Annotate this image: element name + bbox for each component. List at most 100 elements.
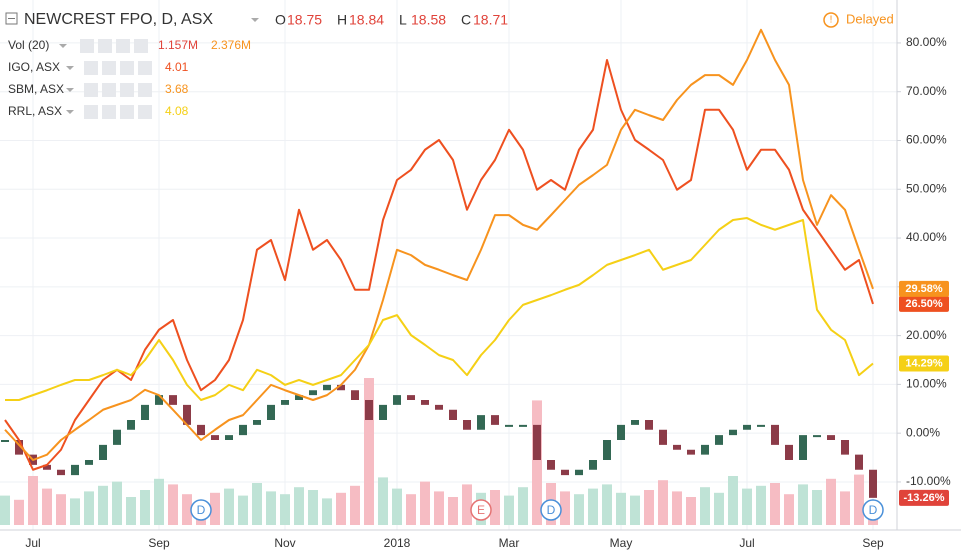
event-marker[interactable] — [470, 499, 492, 521]
candle-body — [785, 444, 793, 460]
candle-body — [85, 460, 93, 465]
series-legend-name: IGO, ASX — [8, 60, 60, 74]
legend-icon[interactable] — [120, 105, 134, 119]
delayed-status[interactable]: Delayed — [846, 11, 894, 26]
y-tick-label: 40.00% — [906, 230, 947, 244]
volume-bar — [504, 495, 514, 525]
y-tick-label: 50.00% — [906, 181, 947, 195]
candle-body — [813, 435, 821, 438]
legend-icon[interactable] — [138, 61, 152, 75]
candle-body — [99, 444, 107, 460]
y-tick-label: 20.00% — [906, 328, 947, 342]
candle-body — [393, 395, 401, 405]
volume-bar — [308, 490, 318, 525]
volume-bar — [266, 491, 276, 525]
dropdown-arrow[interactable] — [66, 88, 74, 92]
volume-bar — [602, 484, 612, 525]
candle-body — [533, 424, 541, 460]
volume-bar — [28, 476, 38, 525]
candle-body — [757, 424, 765, 427]
legend-icon[interactable] — [138, 105, 152, 119]
volume-bar — [364, 378, 374, 525]
event-marker[interactable] — [862, 499, 884, 521]
candle-body — [253, 420, 261, 425]
candle-body — [197, 424, 205, 436]
legend-icon[interactable] — [98, 39, 112, 53]
volume-bar — [434, 491, 444, 525]
dropdown-arrow[interactable] — [66, 66, 74, 70]
legend-icon[interactable] — [102, 61, 116, 75]
volume-bar — [462, 484, 472, 525]
candle-body — [575, 469, 583, 476]
volume-bar — [406, 494, 416, 525]
volume-bar — [490, 490, 500, 525]
volume-bar — [210, 492, 220, 525]
candle-body — [841, 440, 849, 455]
x-tick-label: May — [610, 536, 633, 550]
delayed-icon — [823, 12, 839, 28]
axes — [0, 0, 961, 531]
dropdown-arrow[interactable] — [59, 44, 67, 48]
candle-body — [673, 444, 681, 450]
line-layer — [4, 28, 874, 471]
dropdown-arrow[interactable] — [66, 110, 74, 114]
last-value-badge — [899, 280, 949, 297]
volume-bar — [714, 492, 724, 525]
last-value-badge — [899, 355, 949, 372]
candle-body — [225, 435, 233, 440]
candle-body — [351, 390, 359, 400]
delayed-icon-mark: ! — [830, 15, 833, 26]
series-line — [5, 217, 874, 401]
ohlc-value: 18.58 — [411, 12, 446, 28]
legend-icon[interactable] — [138, 83, 152, 97]
candle-body — [603, 440, 611, 460]
candle-body — [155, 395, 163, 405]
ohlc-value: 18.75 — [287, 12, 322, 28]
volume-bar — [84, 491, 94, 525]
volume-bar — [616, 492, 626, 525]
volume-bar — [420, 481, 430, 525]
volume-bar — [630, 495, 640, 525]
series-legend-price: 3.68 — [165, 82, 189, 96]
volume-bar — [224, 488, 234, 525]
y-tick-label: 80.00% — [906, 35, 947, 49]
candle-body — [631, 420, 639, 425]
collapse-icon[interactable] — [5, 12, 18, 25]
volume-bar — [42, 488, 52, 525]
volume-bar — [70, 498, 80, 525]
volume-bar — [700, 487, 710, 525]
candle-body — [589, 460, 597, 470]
candle-body — [239, 424, 247, 436]
candle-body — [267, 404, 275, 420]
candle-body — [309, 390, 317, 396]
candle-body — [715, 435, 723, 445]
legend-icon[interactable] — [84, 61, 98, 75]
event-marker[interactable] — [190, 499, 212, 521]
candle-body — [547, 460, 555, 470]
candle-body — [743, 424, 751, 430]
candle-body — [71, 464, 79, 476]
legend-icon[interactable] — [120, 61, 134, 75]
legend-icon[interactable] — [84, 105, 98, 119]
volume-bar — [532, 400, 542, 525]
candle-body — [43, 464, 51, 470]
legend-icon[interactable] — [84, 83, 98, 97]
legend-icon[interactable] — [80, 39, 94, 53]
ohlc-name: L — [399, 12, 407, 28]
volume-bar — [728, 476, 738, 525]
legend-icon[interactable] — [120, 83, 134, 97]
event-marker[interactable] — [540, 499, 562, 521]
volume-bar — [658, 480, 668, 525]
dropdown-arrow[interactable] — [251, 18, 259, 22]
legend-icon[interactable] — [116, 39, 130, 53]
volume-bar — [0, 495, 10, 525]
candle-body — [113, 429, 121, 445]
legend-icon[interactable] — [134, 39, 148, 53]
candle-body — [617, 424, 625, 440]
candle-body — [211, 435, 219, 440]
event-label: D — [547, 503, 556, 517]
legend-icon[interactable] — [102, 105, 116, 119]
legend-icon[interactable] — [102, 83, 116, 97]
volume-bar — [644, 490, 654, 525]
